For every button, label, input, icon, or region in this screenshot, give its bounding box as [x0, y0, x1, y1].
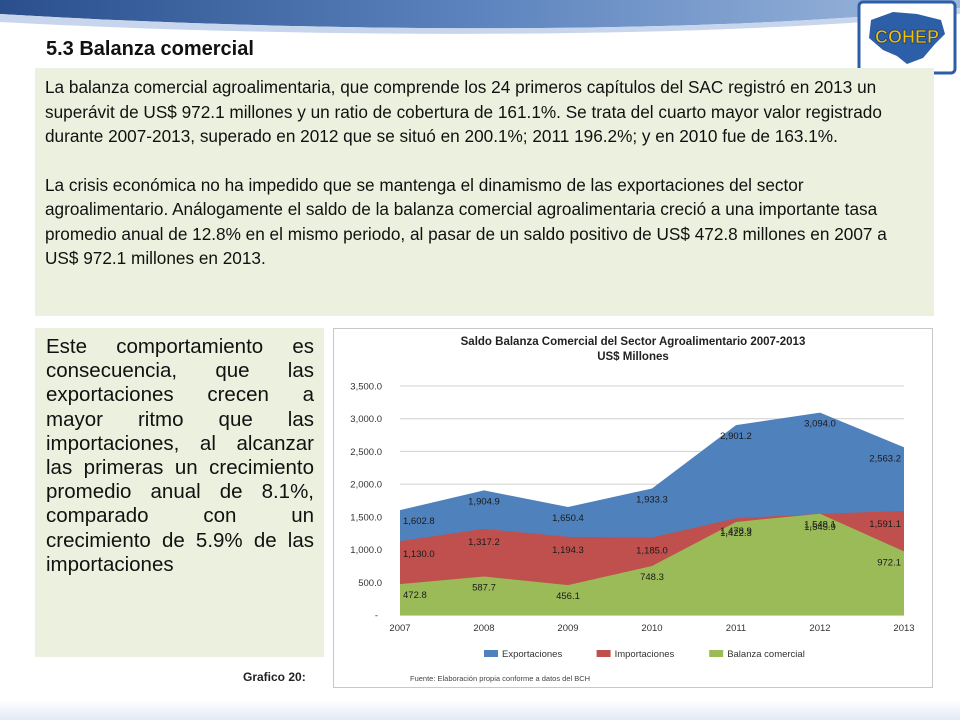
data-label: 472.8: [403, 590, 427, 601]
area-balanza-comercial: [400, 513, 904, 615]
legend-label: Importaciones: [615, 649, 675, 660]
data-label: 1,650.4: [552, 513, 584, 524]
chart-source-note: Fuente: Elaboración propia conforme a da…: [410, 674, 590, 683]
data-label: 1,194.3: [552, 545, 584, 556]
y-tick-label: 1,000.0: [350, 545, 382, 556]
y-tick-label: 3,000.0: [350, 414, 382, 425]
data-label: 456.1: [556, 591, 580, 602]
data-label: 1,545.9: [804, 522, 836, 533]
side-panel: Este comportamiento es consecuencia, que…: [35, 328, 324, 657]
data-label: 1,904.9: [468, 496, 500, 507]
data-label: 1,478.9: [720, 526, 752, 537]
data-label: 1,933.3: [636, 495, 668, 506]
data-label: 1,185.0: [636, 545, 668, 556]
y-tick-label: 3,500.0: [350, 382, 382, 393]
data-label: 748.3: [640, 572, 664, 583]
intro-paragraph-1: La balanza comercial agroalimentaria, qu…: [45, 77, 882, 146]
data-label: 1,602.8: [403, 516, 435, 527]
legend-swatch: [596, 650, 611, 657]
y-tick-label: 1,500.0: [350, 512, 382, 523]
y-tick-label: 500.0: [358, 578, 382, 589]
x-tick-label: 2012: [809, 623, 830, 634]
legend-swatch: [709, 650, 724, 657]
chart-frame: Saldo Balanza Comercial del Sector Agroa…: [333, 328, 933, 688]
x-tick-label: 2011: [726, 623, 746, 634]
legend-label: Balanza comercial: [727, 649, 805, 660]
x-tick-label: 2013: [893, 623, 914, 634]
cohep-logo: COHEP: [857, 0, 957, 75]
chart-subtitle: US$ Millones: [597, 351, 669, 363]
data-label: 1,548.1: [804, 520, 836, 531]
side-paragraph: Este comportamiento es consecuencia, que…: [46, 335, 314, 576]
data-label: 2,563.2: [869, 453, 901, 464]
intro-paragraph-2: La crisis económica no ha impedido que s…: [45, 174, 887, 269]
legend-label: Exportaciones: [502, 649, 562, 660]
chart-title: Saldo Balanza Comercial del Sector Agroa…: [461, 336, 806, 348]
data-label: 2,901.2: [720, 431, 752, 442]
header-swoosh: [0, 0, 960, 34]
data-label: 1,422.3: [720, 528, 752, 539]
data-label: 3,094.0: [804, 419, 836, 430]
data-label: 587.7: [472, 583, 496, 594]
x-tick-label: 2008: [473, 623, 494, 634]
intro-panel: La balanza comercial agroalimentaria, qu…: [35, 68, 934, 316]
x-tick-label: 2007: [389, 623, 410, 634]
data-label: 1,130.0: [403, 549, 435, 560]
legend-swatch: [484, 650, 498, 657]
data-label: 1,591.1: [869, 519, 901, 530]
section-title: 5.3 Balanza comercial: [46, 38, 254, 60]
y-tick-label: 2,500.0: [350, 447, 382, 458]
x-tick-label: 2009: [557, 623, 578, 634]
footer-gradient: [0, 700, 960, 720]
data-label: 972.1: [877, 557, 901, 568]
trade-balance-area-chart: Saldo Balanza Comercial del Sector Agroa…: [350, 336, 914, 683]
data-label: 1,317.2: [468, 537, 500, 548]
logo-wordmark: COHEP: [875, 27, 939, 47]
figure-label: Grafico 20:: [243, 670, 306, 684]
y-tick-label: -: [375, 611, 378, 622]
y-tick-label: 2,000.0: [350, 480, 382, 491]
x-tick-label: 2010: [641, 623, 662, 634]
